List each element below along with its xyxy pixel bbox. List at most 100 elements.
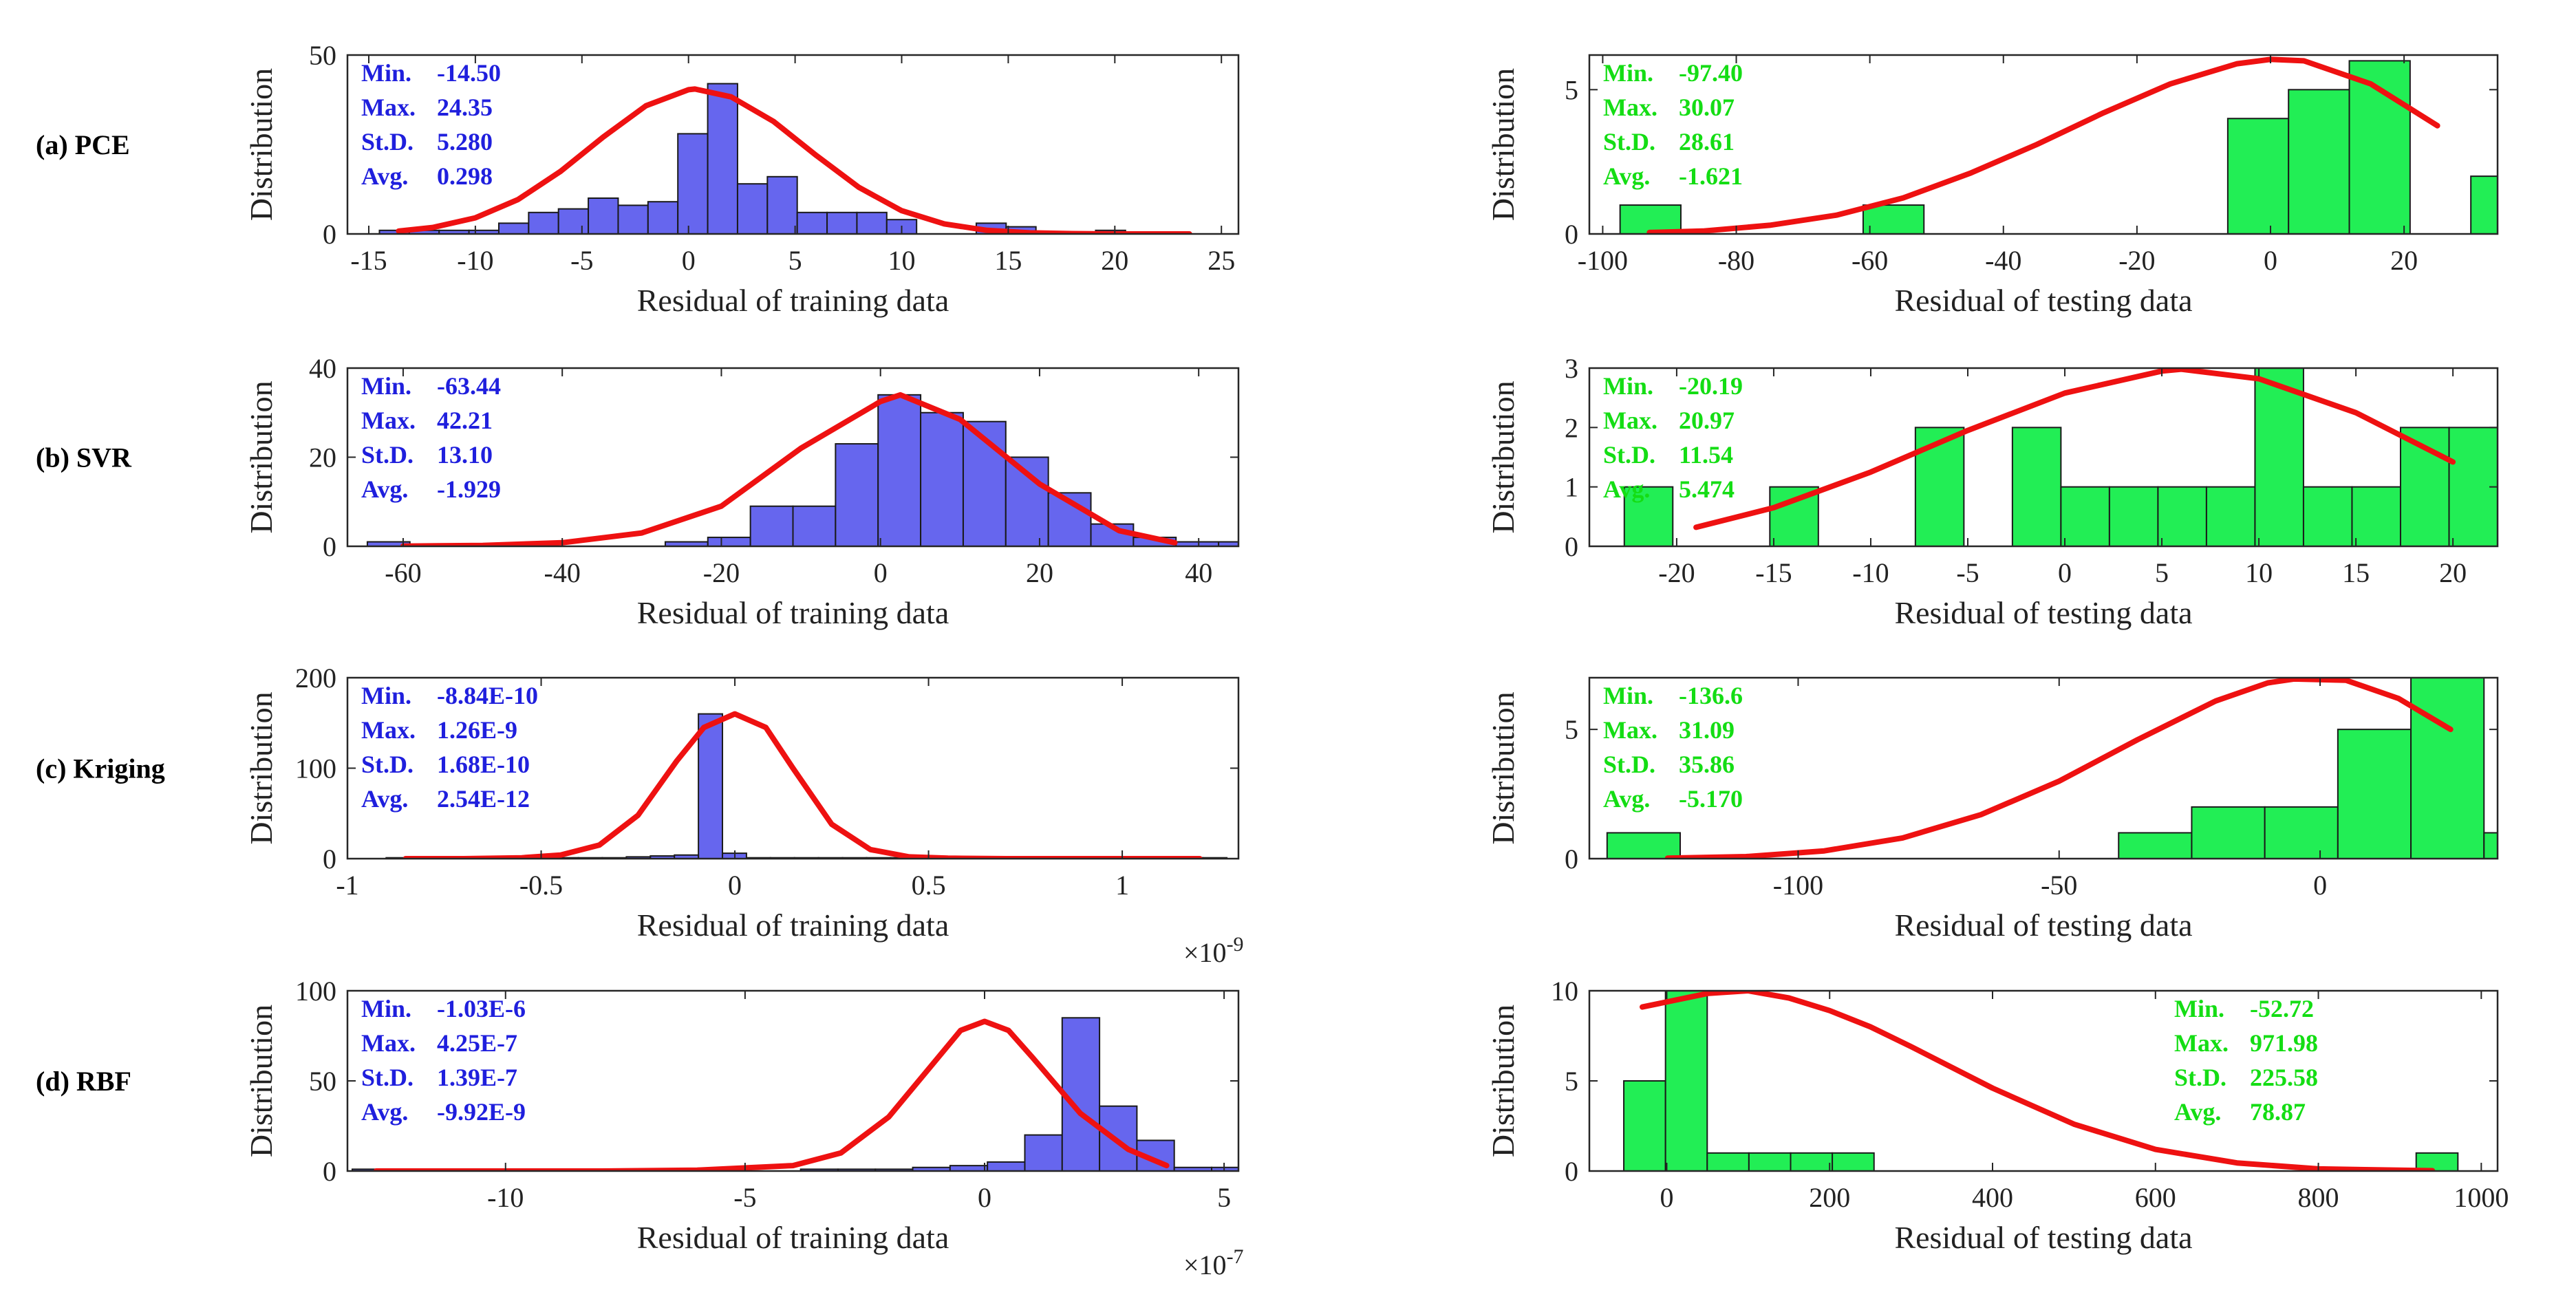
stat-value: -1.929 (437, 475, 501, 503)
x-tick-label: 600 (2135, 1182, 2176, 1213)
stat-label: St.D. (1603, 128, 1655, 155)
y-tick-label: 50 (309, 40, 336, 71)
stat-label: Min. (361, 372, 411, 400)
y-tick-label: 50 (309, 1066, 336, 1097)
axes-box (1588, 367, 2499, 548)
x-axis-label: Residual of training data (637, 283, 949, 318)
x-tick-label: 5 (1217, 1182, 1231, 1213)
stat-label: St.D. (1603, 751, 1655, 778)
histogram-bar (647, 201, 679, 234)
histogram-bar (2470, 175, 2498, 234)
x-tick-label: -100 (1578, 245, 1628, 276)
histogram-panel-7: 0 200 400 600 800 1000 0 5 10 Residual of testing… (1485, 976, 2509, 1255)
x-tick-label: 0 (2264, 245, 2277, 276)
x-axis-label: Residual of training data (637, 908, 949, 943)
stat-label: St.D. (361, 128, 414, 155)
stat-label: Min. (361, 995, 411, 1022)
histogram-bar (1249, 1169, 1286, 1171)
histogram-bar (2410, 678, 2485, 859)
stat-label: St.D. (361, 441, 414, 469)
y-tick-label: 100 (295, 976, 336, 1007)
x-tick-label: 10 (2245, 557, 2273, 588)
y-tick-label: 10 (1551, 976, 1578, 1007)
y-tick-label: 5 (1565, 74, 1578, 105)
histogram-bar (698, 713, 724, 859)
stat-label: Max. (361, 94, 416, 121)
x-tick-label: -20 (2118, 245, 2155, 276)
multiplier-exponent: -9 (1227, 933, 1244, 956)
stat-label: Min. (361, 682, 411, 709)
x-tick-label: 25 (1208, 245, 1235, 276)
x-tick-label: -10 (457, 245, 493, 276)
stat-value: -14.50 (437, 59, 501, 87)
x-tick-label: 5 (2155, 557, 2169, 588)
histogram-bar (2118, 832, 2193, 859)
histogram-bar (736, 183, 769, 234)
x-axis-multiplier: ×10-7 (1183, 1245, 1244, 1280)
histogram-panel-5: -100 -50 0 0 5 Residual of testing data Distri… (1485, 676, 2499, 943)
x-tick-label: 20 (2390, 245, 2418, 276)
histogram-bar (1606, 832, 1682, 859)
stat-label: Avg. (2174, 1098, 2221, 1126)
histogram-bar (2254, 368, 2304, 546)
y-tick-label: 3 (1565, 353, 1578, 384)
histogram-bar (1748, 1152, 1792, 1171)
histogram-bar (1623, 1080, 1666, 1171)
stat-value: 1.39E-7 (437, 1064, 517, 1091)
stat-label: Avg. (1603, 162, 1650, 190)
stat-label: Min. (2174, 995, 2224, 1022)
x-tick-label: 10 (888, 245, 916, 276)
y-axis-label: Distribution (1485, 380, 1521, 533)
histogram-bar (528, 211, 559, 234)
stat-label: Avg. (1603, 475, 1650, 503)
x-tick-label: -60 (1852, 245, 1888, 276)
histogram-bars (1623, 991, 2459, 1171)
histogram-bar (1623, 486, 1674, 546)
y-axis-label: Distribution (244, 68, 279, 221)
stat-value: -9.92E-9 (437, 1098, 526, 1126)
histogram-bar (2288, 89, 2350, 234)
y-tick-label: 0 (323, 844, 336, 874)
histogram-bars (351, 1017, 1286, 1171)
histogram-panel-4: -1 -0.5 0 0.5 1 0 100 200 Residual of training d… (36, 663, 1244, 968)
histogram-panel-2: -60 -40 -20 0 20 40 0 20 40 Residual of training … (36, 353, 1240, 630)
x-tick-label: -1 (336, 870, 358, 901)
histogram-bar (1454, 230, 1483, 234)
y-tick-label: 1 (1565, 472, 1578, 503)
row-label: (c) Kriging (36, 753, 165, 784)
histogram-bar (920, 411, 964, 546)
stat-value: -52.72 (2250, 995, 2314, 1022)
histogram-bar (766, 175, 798, 234)
y-tick-label: 100 (295, 753, 336, 784)
axes-box (1588, 989, 2499, 1172)
stat-value: 20.97 (1679, 407, 1735, 434)
histogram-panel-0: -15 -10 -5 0 5 10 15 20 25 0 50 Residual of trainin… (36, 40, 1483, 318)
histogram-bar (2191, 806, 2266, 859)
stat-value: 225.58 (2250, 1064, 2318, 1091)
histogram-bar (1211, 1166, 1238, 1171)
stat-value: 24.35 (437, 94, 493, 121)
histogram-bar (835, 443, 879, 546)
x-axis-multiplier: ×10-9 (1183, 933, 1244, 968)
y-tick-label: 0 (323, 531, 336, 562)
stat-value: 11.54 (1679, 441, 1733, 469)
y-tick-label: 0 (1565, 844, 1578, 874)
stat-value: 28.61 (1679, 128, 1735, 155)
y-axis-label: Distribution (244, 691, 279, 844)
axes-box (1588, 676, 2499, 860)
stat-label: Max. (361, 716, 416, 744)
histogram-bar (617, 204, 649, 234)
y-tick-label: 0 (1565, 1156, 1578, 1187)
stat-label: Max. (1603, 94, 1657, 121)
x-tick-label: -15 (1755, 557, 1792, 588)
x-tick-label: 20 (1026, 557, 1053, 588)
histogram-bar (826, 211, 858, 234)
histogram-bar (588, 197, 619, 234)
x-tick-label: 20 (2439, 557, 2467, 588)
histogram-bar (1862, 204, 1925, 234)
stat-value: 78.87 (2250, 1098, 2306, 1126)
y-tick-label: 2 (1565, 412, 1578, 443)
y-axis-label: Distribution (244, 1005, 279, 1157)
x-axis-label: Residual of training data (637, 595, 949, 630)
